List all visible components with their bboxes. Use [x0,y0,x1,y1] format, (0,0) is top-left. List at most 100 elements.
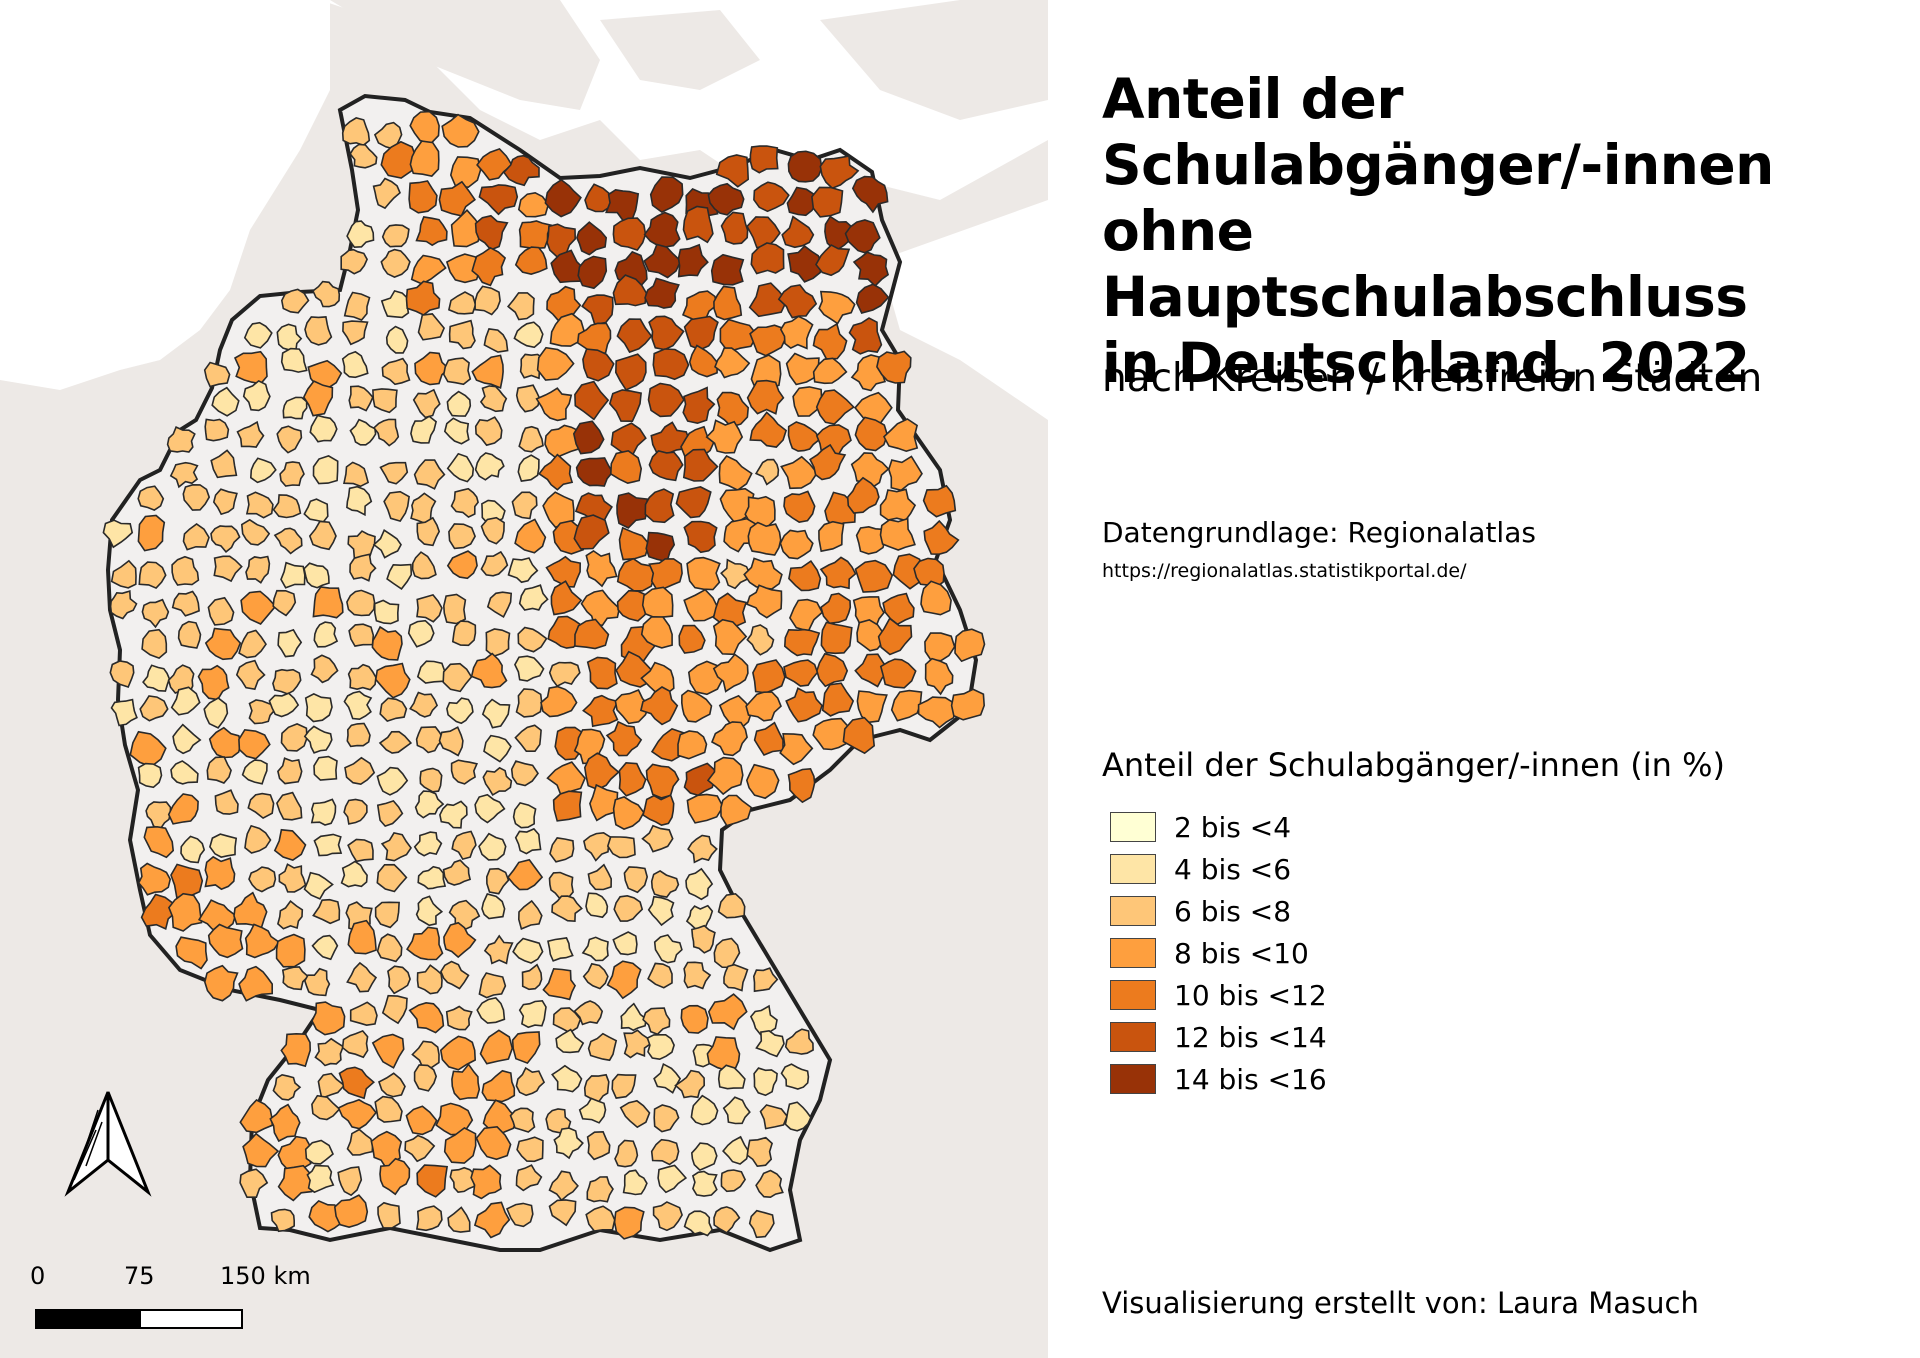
district-polygon [380,831,412,862]
district-polygon [580,589,621,627]
district-polygon [310,798,337,826]
district-polygon [441,113,480,148]
district-polygon [612,931,638,956]
district-polygon [746,624,775,656]
district-polygon [514,246,548,276]
district-polygon [502,154,540,187]
district-polygon [445,1005,473,1031]
district-polygon [657,1164,688,1194]
district-polygon [142,664,171,692]
district-polygon [784,1028,814,1055]
district-polygon [470,652,508,689]
district-polygon [854,559,894,593]
district-polygon [717,892,746,919]
district-polygon [754,458,780,486]
district-polygon [346,220,375,249]
district-polygon [408,1001,445,1034]
district-polygon [612,796,645,830]
district-polygon [924,632,956,662]
district-polygon [585,549,618,588]
district-polygon [683,1210,714,1237]
district-polygon [481,698,511,729]
district-polygon [614,353,647,391]
district-polygon [376,799,404,828]
district-polygon [405,1105,438,1136]
district-polygon [812,357,848,385]
district-polygon [777,284,818,319]
district-polygon [549,312,586,347]
district-polygon [552,1007,582,1034]
district-polygon [514,827,542,855]
district-polygon [248,699,276,725]
district-polygon [276,791,303,821]
district-polygon [277,899,304,930]
district-polygon [883,418,919,453]
district-polygon [450,209,483,248]
district-polygon [506,292,535,321]
district-polygon [779,732,814,766]
district-polygon [337,1166,363,1197]
district-polygon [505,1202,534,1228]
district-polygon [544,424,581,459]
district-polygon [585,892,609,919]
district-polygon [211,386,240,417]
district-polygon [145,801,172,831]
legend-label: 2 bis <4 [1174,810,1292,844]
district-polygon [206,756,232,784]
district-polygon [578,1097,607,1124]
district-polygon [177,620,202,649]
district-polygon [412,388,441,419]
district-polygon [920,580,952,616]
legend-label: 8 bis <10 [1174,936,1309,970]
district-polygon [304,693,333,723]
district-polygon [586,656,618,690]
district-polygon [337,1098,378,1130]
district-polygon [374,662,411,699]
district-polygon [346,485,373,517]
scale-bar [35,1309,243,1329]
district-polygon [680,1004,709,1034]
district-polygon [442,662,473,693]
district-polygon [140,893,177,931]
district-polygon [109,590,138,620]
district-polygon [129,730,167,768]
district-polygon [243,321,273,349]
district-polygon [416,1164,449,1198]
district-polygon [606,836,636,859]
district-polygon [481,893,506,920]
district-polygon [304,1139,334,1165]
district-polygon [407,619,435,648]
district-polygon [585,1205,616,1232]
district-polygon [854,653,891,688]
district-polygon [683,520,718,554]
district-polygon [745,763,780,800]
district-polygon [753,1067,778,1097]
district-polygon [447,291,477,315]
district-polygon [513,321,544,349]
district-polygon [583,831,612,862]
district-polygon [747,521,782,556]
district-polygon [720,558,751,590]
district-polygon [714,347,751,379]
district-polygon [652,348,690,381]
district-polygon [272,668,302,695]
district-polygon [587,1032,618,1062]
district-polygon [649,176,684,214]
district-polygon [746,379,785,415]
district-polygon [386,563,413,590]
district-polygon [347,919,377,955]
district-polygons [102,110,986,1240]
district-polygon [303,562,330,589]
district-polygon [349,553,377,582]
district-polygon [752,967,779,993]
district-polygon [341,350,369,379]
district-polygon [280,347,308,373]
district-polygon [515,1164,543,1192]
district-polygon [210,449,238,479]
district-polygon [572,420,605,455]
map-title: Anteil der Schulabgänger/-innen ohne Hau… [1102,66,1902,396]
district-polygon [443,921,477,959]
district-polygon [589,783,619,822]
district-polygon [855,283,890,314]
district-polygon [245,555,271,584]
